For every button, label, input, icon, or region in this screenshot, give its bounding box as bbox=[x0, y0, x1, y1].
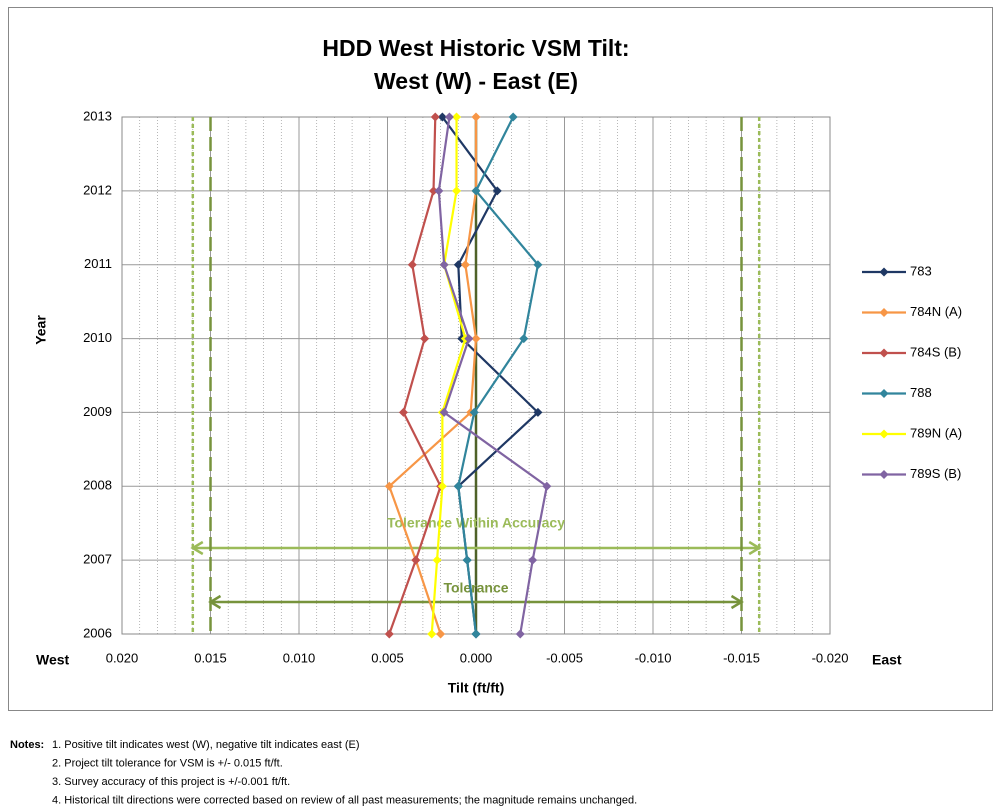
east-label: East bbox=[872, 652, 902, 668]
y-tick-label: 2006 bbox=[83, 625, 112, 640]
data-point bbox=[533, 260, 543, 270]
legend-marker bbox=[879, 429, 889, 439]
note: 4. Historical tilt directions were corre… bbox=[52, 794, 637, 806]
x-tick-label: -0.015 bbox=[723, 650, 760, 665]
data-point bbox=[460, 260, 470, 270]
arrow-head bbox=[208, 594, 222, 610]
data-point bbox=[384, 481, 394, 491]
data-point bbox=[471, 629, 481, 639]
series-line bbox=[430, 117, 467, 635]
data-point bbox=[429, 186, 439, 196]
x-tick-label: -0.020 bbox=[812, 650, 849, 665]
y-tick-label: 2009 bbox=[83, 404, 112, 419]
data-point bbox=[471, 334, 481, 344]
legend-label: 788 bbox=[910, 385, 932, 400]
chart-title: HDD West Historic VSM Tilt: bbox=[322, 35, 629, 61]
legend-marker bbox=[879, 389, 889, 398]
x-tick-label: 0.015 bbox=[194, 650, 227, 665]
data-point bbox=[432, 555, 442, 565]
data-point bbox=[492, 186, 502, 196]
data-point bbox=[462, 555, 472, 565]
data-point bbox=[471, 186, 481, 196]
notes-label: Notes: bbox=[10, 739, 44, 751]
y-tick-label: 2012 bbox=[83, 182, 112, 197]
data-point bbox=[515, 629, 525, 639]
data-point bbox=[453, 481, 463, 491]
note: 1. Positive tilt indicates west (W), neg… bbox=[52, 739, 360, 751]
note: 2. Project tilt tolerance for VSM is +/-… bbox=[52, 757, 283, 769]
y-tick-label: 2013 bbox=[83, 108, 112, 123]
data-point bbox=[533, 407, 543, 417]
annotation: Tolerance Within Accuracy bbox=[387, 515, 565, 531]
data-point bbox=[444, 112, 454, 122]
data-point bbox=[437, 112, 447, 122]
data-point bbox=[420, 334, 430, 344]
series-line bbox=[437, 116, 549, 635]
legend-marker bbox=[879, 267, 889, 277]
arrow-head bbox=[190, 540, 204, 556]
data-point bbox=[519, 334, 529, 344]
note: 3. Survey accuracy of this project is +/… bbox=[52, 776, 290, 788]
series-line bbox=[388, 116, 442, 635]
legend-label: 784S (B) bbox=[910, 344, 961, 359]
x-tick-label: -0.005 bbox=[546, 650, 583, 665]
data-point bbox=[508, 112, 518, 122]
data-point bbox=[434, 186, 444, 196]
data-point bbox=[439, 260, 449, 270]
data-point bbox=[436, 629, 446, 639]
arrow-head bbox=[730, 594, 744, 610]
data-point bbox=[430, 112, 440, 122]
data-point bbox=[427, 629, 437, 639]
arrow-head bbox=[748, 540, 762, 556]
x-tick-label: 0.020 bbox=[106, 650, 139, 665]
data-point bbox=[452, 112, 462, 122]
y-axis-label: Year bbox=[33, 315, 49, 345]
data-point bbox=[411, 555, 421, 565]
data-point bbox=[464, 334, 474, 344]
west-label: West bbox=[36, 652, 70, 668]
y-tick-label: 2007 bbox=[83, 552, 112, 567]
chart-frame bbox=[8, 7, 993, 711]
annotation: Tolerance bbox=[443, 580, 508, 596]
data-point bbox=[542, 481, 552, 491]
y-tick-label: 2008 bbox=[83, 478, 112, 493]
x-tick-label: 0.000 bbox=[460, 650, 493, 665]
legend-marker bbox=[879, 348, 889, 358]
legend-marker bbox=[879, 470, 889, 479]
legend-label: 784N (A) bbox=[910, 304, 962, 319]
data-point bbox=[452, 186, 462, 196]
data-point bbox=[528, 555, 538, 565]
y-tick-label: 2010 bbox=[83, 330, 112, 345]
series-line bbox=[387, 117, 478, 635]
data-point bbox=[469, 407, 479, 417]
data-point bbox=[439, 407, 449, 417]
legend-marker bbox=[879, 308, 889, 317]
legend-label: 789S (B) bbox=[910, 466, 961, 481]
x-tick-label: -0.010 bbox=[635, 650, 672, 665]
x-tick-label: 0.010 bbox=[283, 650, 316, 665]
x-axis-label: Tilt (ft/ft) bbox=[448, 680, 505, 696]
x-tick-label: 0.005 bbox=[371, 650, 404, 665]
data-point bbox=[384, 629, 394, 639]
series-line bbox=[457, 116, 540, 635]
y-tick-label: 2011 bbox=[84, 256, 112, 271]
legend-label: 789N (A) bbox=[910, 425, 962, 440]
data-point bbox=[398, 407, 408, 417]
data-point bbox=[471, 112, 481, 122]
data-point bbox=[407, 260, 417, 270]
legend-label: 783 bbox=[910, 263, 932, 278]
data-point bbox=[437, 481, 447, 491]
data-point bbox=[453, 260, 463, 270]
chart-title: West (W) - East (E) bbox=[374, 68, 578, 94]
